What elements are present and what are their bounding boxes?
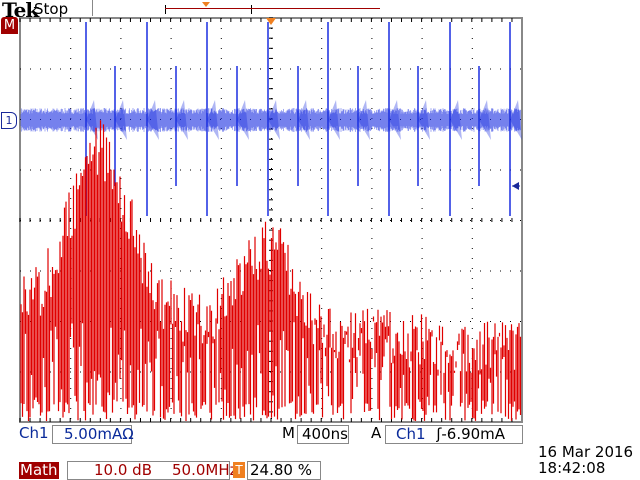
ch1-ringing — [207, 100, 219, 140]
date: 16 Mar 2016 — [538, 443, 634, 461]
math-spectrum-lines — [20, 120, 522, 421]
math-label[interactable]: Math — [19, 461, 59, 479]
ch1-ringing — [479, 100, 491, 140]
acquisition-status: Stop — [34, 0, 69, 18]
ch1-ringing — [115, 100, 127, 140]
ch1-ringing — [147, 100, 159, 140]
trigger-position-icon: T — [233, 462, 245, 478]
ch1-waveform — [20, 22, 522, 216]
math-channel-marker[interactable]: M — [1, 17, 18, 34]
waveform-display — [19, 17, 523, 423]
trigger-readout[interactable]: Ch1 ʃ-6.90mA — [385, 425, 523, 444]
timebase-scale[interactable]: 400ns — [297, 425, 349, 444]
ch1-scale[interactable]: 5.00mAΩ — [52, 425, 134, 444]
trigger-label: A — [371, 424, 382, 442]
trigger-time-marker-icon — [266, 18, 276, 25]
time: 18:42:08 — [538, 459, 606, 477]
ch1-ringing — [358, 100, 370, 140]
ch1-ringing — [389, 100, 401, 140]
graticule — [19, 17, 523, 423]
record-length-bar — [165, 8, 380, 9]
brand-logo: Tek — [2, 0, 39, 22]
trigger-level: -6.90mA — [441, 425, 506, 443]
ch1-ringing — [86, 100, 98, 140]
ch1-ringing — [237, 100, 249, 140]
ch1-label: Ch1 — [19, 424, 49, 442]
timebase-label: M — [282, 424, 295, 442]
math-settings[interactable]: 10.0 dB 50.0MHz — [67, 461, 238, 480]
ch1-ringing — [268, 100, 280, 140]
trigger-source: Ch1 — [396, 425, 426, 443]
divider — [92, 0, 93, 16]
ch1-ringing — [328, 100, 340, 140]
trigger-position-readout[interactable]: 24.80 % — [247, 461, 321, 480]
ch1-ringing — [418, 100, 430, 140]
rising-edge-icon: ʃ — [436, 425, 442, 443]
ch1-ringing — [450, 100, 462, 140]
ch1-ringing — [176, 100, 188, 140]
record-view-bracket — [165, 5, 252, 14]
ch1-ringing — [298, 100, 310, 140]
ch1-channel-marker[interactable]: 1 — [1, 112, 17, 129]
math-span: 50.0MHz — [172, 461, 238, 479]
ch1-ringing — [510, 100, 522, 140]
trigger-position-icon — [202, 2, 210, 7]
math-fft-waveform — [20, 120, 522, 421]
math-scale: 10.0 dB — [94, 461, 152, 479]
